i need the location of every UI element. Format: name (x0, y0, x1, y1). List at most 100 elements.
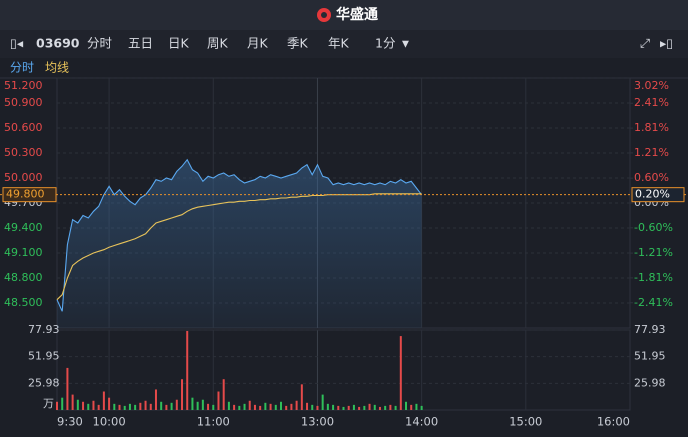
volume-bar (87, 403, 90, 410)
tab[interactable]: 五日 (128, 36, 153, 51)
volume-bar (97, 404, 100, 410)
volume-bar (82, 401, 85, 410)
price-area (57, 159, 422, 328)
volume-bar (144, 400, 147, 410)
volume-bar (384, 405, 387, 410)
volume-bar (139, 402, 142, 410)
x-tick-label: 9:30 (57, 415, 83, 429)
volume-bar (405, 401, 408, 410)
volume-bar (399, 336, 402, 410)
volume-bar (295, 400, 298, 410)
volume-bar (154, 389, 157, 410)
y-tick-label: 51.200 (4, 79, 43, 92)
volume-bar (337, 405, 340, 410)
volume-bar (123, 405, 126, 410)
volume-bar (102, 391, 105, 410)
volume-bar (170, 402, 173, 410)
y2-tick-label: 3.02% (634, 79, 669, 92)
volume-bar (378, 406, 381, 410)
volume-bar (253, 404, 256, 410)
tab[interactable]: 年K (328, 36, 350, 51)
volume-bar (212, 404, 215, 410)
volume-bar (332, 404, 335, 410)
legend-price: 分时 (10, 61, 34, 75)
collapse-icon[interactable]: ▸▯ (660, 36, 673, 51)
volume-tick-label: 77.93 (28, 323, 60, 336)
volume-bar (290, 403, 293, 410)
tab[interactable]: 月K (247, 36, 269, 51)
volume-bar (76, 399, 79, 410)
volume-bar (149, 403, 152, 410)
legend-average: 均线 (45, 61, 69, 75)
volume-bar (134, 404, 137, 410)
volume-bar (285, 405, 288, 410)
y-tick-label: 50.300 (4, 146, 43, 159)
volume-bar (217, 391, 220, 410)
fullscreen-icon[interactable]: ⤢ (640, 36, 650, 51)
volume-bar (363, 405, 366, 410)
volume-bar (71, 394, 74, 410)
volume-bar (316, 405, 319, 410)
y2-tick-label: 1.81% (634, 121, 669, 134)
tab[interactable]: 周K (207, 36, 229, 51)
last-price-label: 49.800 (6, 188, 45, 201)
tab[interactable]: 分时 (87, 36, 113, 51)
y-tick-label: 49.100 (4, 246, 43, 259)
volume-bar (243, 403, 246, 410)
dropdown-arrow[interactable]: ▼ (402, 40, 409, 50)
volume-bar (279, 401, 282, 410)
y2-tick-label: 0.60% (634, 171, 669, 184)
y2-tick-label: 1.21% (634, 146, 669, 159)
volume-bar (300, 384, 303, 410)
y-tick-label: 50.600 (4, 121, 43, 134)
y2-tick-label: -2.41% (634, 296, 673, 309)
volume-bar (196, 401, 199, 410)
last-change-box (631, 187, 685, 203)
tab[interactable]: 季K (287, 36, 309, 51)
volume-bar (321, 394, 324, 410)
x-tick-label: 13:00 (301, 415, 334, 429)
volume-bar (269, 403, 272, 410)
logo-hole (321, 12, 327, 18)
volume-bar (415, 403, 418, 410)
volume-bar (347, 405, 350, 410)
volume-bar (165, 404, 168, 410)
volume-bar (227, 401, 230, 410)
y2-tick-label: 2.41% (634, 96, 669, 109)
header-bar (0, 0, 688, 30)
volume-bar (394, 405, 397, 410)
volume-bar (108, 397, 111, 410)
stock-code: 03690 (36, 36, 80, 51)
volume-bar (306, 402, 309, 410)
volume-bar (175, 399, 178, 410)
toolbar (0, 30, 688, 58)
volume-bar (311, 404, 314, 410)
volume-bar (389, 404, 392, 410)
toolbar-icon[interactable]: ▯◂ (10, 36, 24, 51)
volume-bar (181, 379, 184, 410)
volume-tick-label: 51.95 (634, 350, 666, 363)
volume-bar (207, 403, 210, 410)
volume-bar (342, 406, 345, 410)
interval[interactable]: 1分 (375, 36, 395, 51)
volume-bar (274, 404, 277, 410)
y-tick-label: 48.800 (4, 271, 43, 284)
volume-bar (264, 402, 267, 410)
tab[interactable]: 日K (168, 36, 190, 51)
volume-bar (352, 404, 355, 410)
y2-tick-label: -1.81% (634, 271, 673, 284)
volume-bar (373, 404, 376, 410)
volume-tick-label: 25.98 (634, 376, 666, 389)
last-price-box (2, 187, 57, 203)
volume-unit: 万 (43, 397, 54, 410)
x-tick-label: 14:00 (405, 415, 438, 429)
volume-bar (92, 400, 95, 410)
y-tick-label: 48.500 (4, 296, 43, 309)
y2-tick-label: -0.60% (634, 221, 673, 234)
y-tick-label: 49.400 (4, 221, 43, 234)
volume-bar (61, 397, 64, 410)
volume-bar (201, 399, 204, 410)
volume-bar (66, 367, 69, 410)
volume-bar (118, 404, 121, 410)
